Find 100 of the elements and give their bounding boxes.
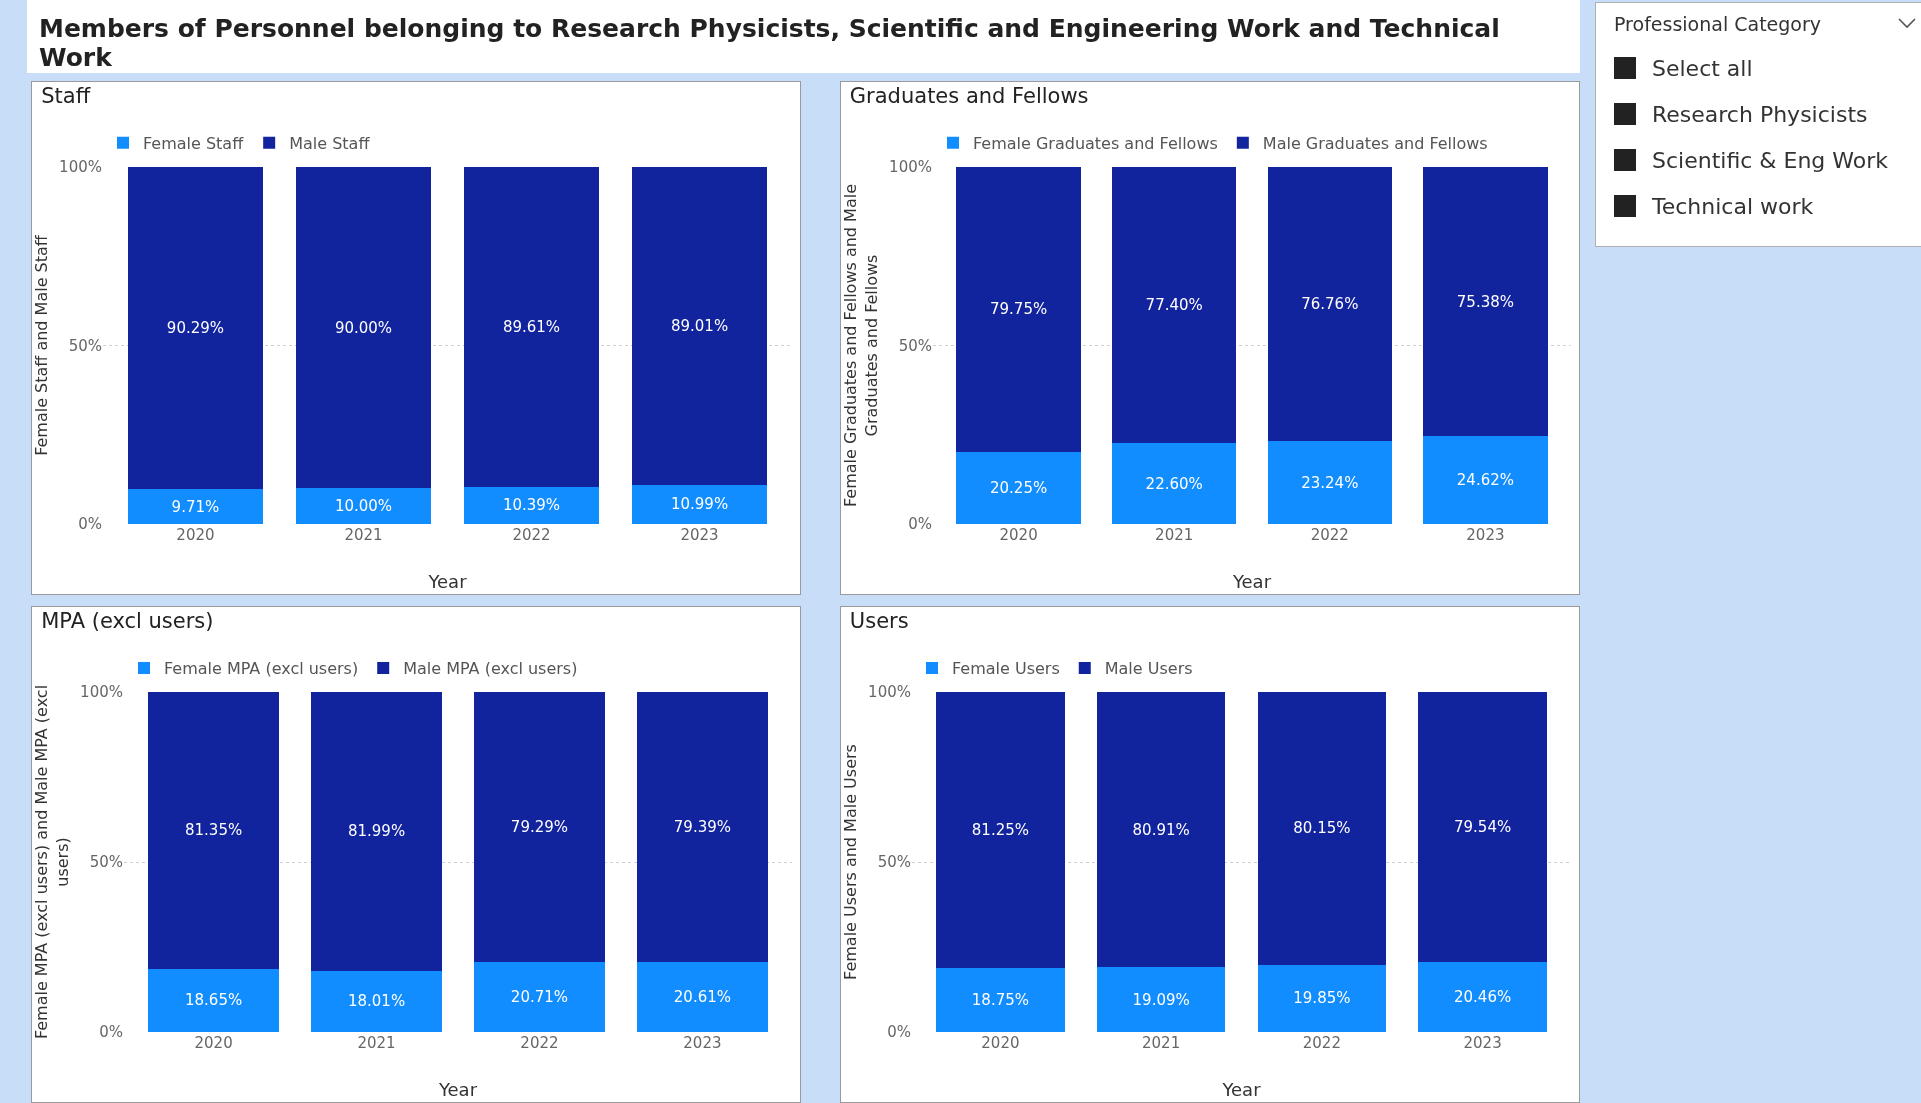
data-label: 20.71% <box>510 987 569 1006</box>
data-label: 10.00% <box>334 497 393 516</box>
x-axis-title: Year <box>437 1079 478 1100</box>
data-label: 79.29% <box>510 817 569 836</box>
data-label: 79.54% <box>1453 818 1512 837</box>
y-tick-label: 0% <box>78 515 102 534</box>
data-label: 20.46% <box>1453 988 1512 1007</box>
x-tick-label: 2022 <box>1302 1034 1341 1052</box>
x-tick-label: 2021 <box>357 1034 396 1052</box>
data-label: 9.71% <box>171 497 220 516</box>
data-label: 81.35% <box>185 821 243 840</box>
bar <box>632 167 767 485</box>
y-tick-label: 50% <box>898 336 932 355</box>
chart-title: Users <box>849 608 909 633</box>
bar <box>474 692 605 962</box>
x-tick-label: 2023 <box>680 526 719 544</box>
x-tick-label: 2021 <box>344 526 383 544</box>
x-tick-label: 2023 <box>683 1034 722 1052</box>
x-tick-label: 2021 <box>1155 526 1194 544</box>
x-tick-label: 2023 <box>1463 1034 1502 1052</box>
y-tick-label: 100% <box>889 158 932 177</box>
x-tick-label: 2020 <box>999 526 1038 544</box>
bar <box>1111 167 1237 444</box>
data-label: 76.76% <box>1301 295 1359 314</box>
text: Professional Category <box>1614 13 1822 35</box>
x-axis-title: Year <box>1231 571 1272 592</box>
data-label: 22.60% <box>1145 474 1203 493</box>
legend-label: Female MPA (excl users) <box>164 659 359 679</box>
y-tick-label: 0% <box>887 1023 911 1042</box>
y-tick-label: 100% <box>59 158 102 177</box>
y-tick-label: 50% <box>89 853 123 872</box>
bar <box>1267 441 1393 524</box>
bar <box>1418 962 1547 1032</box>
bar <box>1418 692 1547 963</box>
legend-label: Female Users <box>952 659 1060 679</box>
data-label: 24.62% <box>1456 471 1515 490</box>
bar <box>637 961 768 1032</box>
bar <box>956 451 1081 524</box>
legend-label: Male Users <box>1104 659 1193 679</box>
bar <box>128 167 263 490</box>
data-label: 81.99% <box>347 822 406 841</box>
legend-label: Female Graduates and Fellows <box>973 134 1218 153</box>
x-tick-label: 2023 <box>1466 526 1505 544</box>
y-tick-label: 0% <box>908 515 932 534</box>
legend-label: Female Staff <box>143 134 245 153</box>
data-label: 10.99% <box>670 495 729 514</box>
legend-label: Male Staff <box>289 134 371 153</box>
bar <box>128 489 263 524</box>
data-label: 20.25% <box>989 478 1048 497</box>
bar <box>1111 443 1237 524</box>
bar <box>464 486 599 524</box>
data-label: 23.24% <box>1301 473 1359 492</box>
bar <box>311 692 442 971</box>
x-tick-label: 2021 <box>1142 1034 1181 1052</box>
x-tick-label: 2022 <box>1310 526 1349 544</box>
bar <box>1096 692 1226 968</box>
data-label: 90.00% <box>334 318 393 337</box>
data-label: 89.61% <box>502 317 561 336</box>
bar <box>1257 964 1387 1032</box>
x-tick-label: 2020 <box>194 1034 233 1052</box>
data-label: 79.39% <box>673 817 731 836</box>
data-label: 19.85% <box>1293 989 1351 1008</box>
data-label: 80.15% <box>1293 819 1351 838</box>
y-tick-label: 0% <box>99 1023 123 1042</box>
x-tick-label: 2022 <box>512 526 551 544</box>
data-label: 75.38% <box>1456 292 1515 311</box>
x-tick-label: 2020 <box>176 526 215 544</box>
bar <box>474 961 605 1032</box>
chart-title: Staff <box>41 83 91 108</box>
text: Select all <box>1652 55 1753 81</box>
data-label: 80.91% <box>1132 820 1190 839</box>
data-label: 10.39% <box>502 496 561 515</box>
bar <box>956 167 1081 452</box>
bar <box>296 167 431 489</box>
data-label: 18.01% <box>347 992 406 1011</box>
bar <box>637 692 768 962</box>
y-axis-title: Female Users and Male Users <box>841 744 860 980</box>
data-label: 18.65% <box>185 991 243 1010</box>
bar <box>936 968 1065 1032</box>
text: Members of Personnel belonging to Research Physicists, Scientific and Engineering Work and Technical Work <box>27 0 1580 73</box>
x-axis-title: Year <box>427 571 468 592</box>
data-label: 77.40% <box>1145 296 1203 315</box>
data-label: 18.75% <box>971 991 1030 1010</box>
y-axis-title: Female Graduates and Fellows and Male Graduates and Fellows <box>841 184 881 507</box>
x-tick-label: 2020 <box>981 1034 1020 1052</box>
text: Research Physicists <box>1652 101 1868 127</box>
bar <box>936 692 1065 969</box>
chart-title: Graduates and Fellows <box>849 83 1089 108</box>
y-tick-label: 50% <box>68 336 102 355</box>
text: Technical work <box>1652 193 1814 219</box>
bar <box>1267 167 1393 442</box>
bar <box>148 692 279 969</box>
bar <box>1257 692 1387 965</box>
bar <box>148 968 279 1032</box>
data-label: 20.61% <box>673 987 731 1006</box>
bar <box>632 484 767 524</box>
data-label: 90.29% <box>166 319 225 338</box>
bar <box>1423 436 1548 524</box>
y-tick-label: 100% <box>868 683 911 702</box>
y-tick-label: 50% <box>877 853 911 872</box>
